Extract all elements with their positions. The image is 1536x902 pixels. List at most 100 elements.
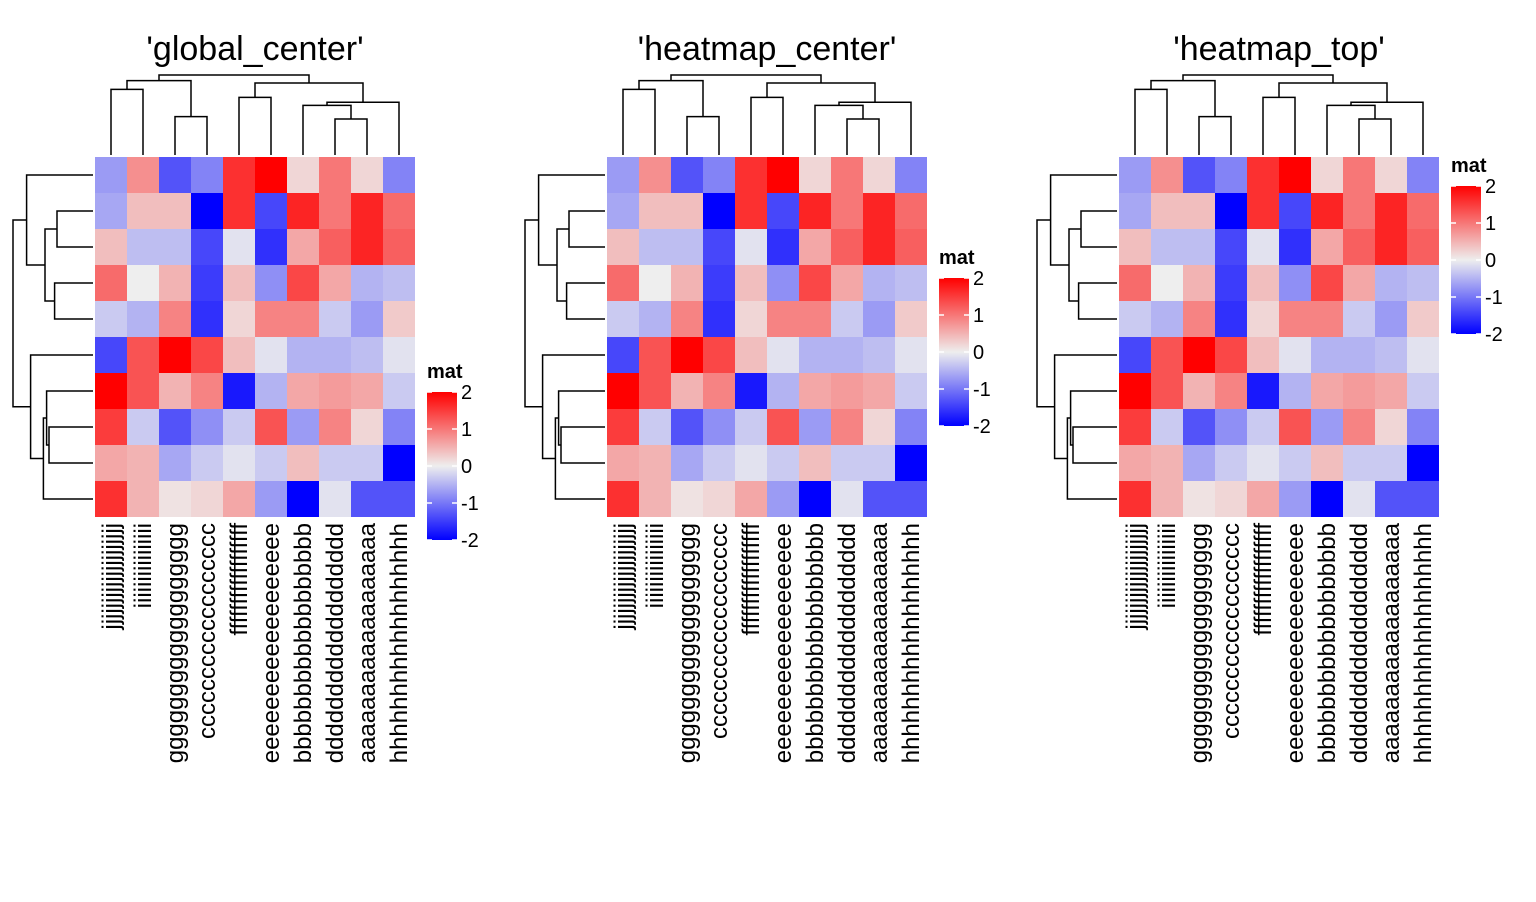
heatmap-cell <box>383 337 415 373</box>
row-dendrogram-branch <box>537 174 605 266</box>
heatmap-cell <box>639 337 671 373</box>
heatmap-cell <box>607 157 639 193</box>
heatmap-cell <box>1215 229 1247 265</box>
heatmap-cell <box>831 229 863 265</box>
heatmap-cell <box>1151 265 1183 301</box>
heatmap-cell <box>351 301 383 337</box>
heatmap-panel-3: 'heatmap_top' jjjjjjjjjjjjjjjjjjjj iiiiiii… <box>1036 30 1503 763</box>
heatmap-cell <box>319 193 351 229</box>
heatmap-cell <box>1375 481 1407 517</box>
heatmap-cell <box>287 193 319 229</box>
column-labels: jjjjjjjjjjjjjjjjjjjj iiiiiiiiiiiiiiii gggg… <box>1122 522 1437 763</box>
heatmap-cell <box>191 157 223 193</box>
column-dendrogram <box>1134 74 1424 155</box>
heatmap-cell <box>287 337 319 373</box>
heatmap-cell <box>799 409 831 445</box>
heatmap-cell <box>1407 157 1439 193</box>
row-dendrogram-branch <box>56 210 93 248</box>
heatmap-cell <box>223 157 255 193</box>
heatmap-cell <box>159 373 191 409</box>
heatmap-cell <box>319 481 351 517</box>
heatmap-cell <box>1215 409 1247 445</box>
heatmap-cell <box>287 481 319 517</box>
heatmap-cell <box>95 337 127 373</box>
legend-tick-label: 0 <box>461 456 472 478</box>
heatmap-cell <box>703 337 735 373</box>
heatmap-cell <box>1215 373 1247 409</box>
row-dendrogram-branch <box>1080 210 1117 248</box>
heatmap-cell <box>383 481 415 517</box>
heatmap-cell <box>1247 409 1279 445</box>
heatmap-cell <box>1311 265 1343 301</box>
heatmap-cell <box>223 409 255 445</box>
heatmap-cell <box>383 373 415 409</box>
heatmap-cell <box>1183 301 1215 337</box>
legend-tick-label: 1 <box>973 305 984 327</box>
heatmap-cell <box>1183 409 1215 445</box>
heatmap-cell <box>383 445 415 481</box>
row-dendrogram <box>1036 174 1117 500</box>
heatmap-cell <box>1183 445 1215 481</box>
heatmap-cell <box>863 157 895 193</box>
heatmap-cell <box>191 301 223 337</box>
heatmap-cell <box>1407 301 1439 337</box>
heatmap-cell <box>799 229 831 265</box>
heatmap-cell <box>767 157 799 193</box>
heatmap-cell <box>1279 373 1311 409</box>
heatmap-cell <box>895 337 927 373</box>
heatmap-cell <box>799 193 831 229</box>
heatmap-cell <box>255 373 287 409</box>
column-label: iiiiiiiiiiiiiiii <box>130 523 157 608</box>
heatmap-cell <box>1407 337 1439 373</box>
heatmap-cell <box>639 409 671 445</box>
column-dendrogram-branch <box>1350 101 1424 155</box>
legend-tick-label: 0 <box>1485 250 1496 272</box>
heatmap-cell <box>799 337 831 373</box>
heatmap-cell <box>1375 337 1407 373</box>
heatmap-cell <box>159 193 191 229</box>
heatmap-cell <box>1343 229 1375 265</box>
heatmap-cell <box>895 301 927 337</box>
heatmap-cell <box>351 445 383 481</box>
heatmap-cell <box>735 229 767 265</box>
column-label: cccccccccccccccccc <box>706 523 733 739</box>
heatmap-cell <box>831 157 863 193</box>
heatmap-cell <box>1279 157 1311 193</box>
heatmap-cell <box>159 265 191 301</box>
heatmap-cell <box>223 445 255 481</box>
column-label: hhhhhhhhhhhhhhhhhh <box>898 523 925 763</box>
heatmap-cell <box>1375 193 1407 229</box>
heatmap-cell <box>1311 157 1343 193</box>
heatmap-cell <box>1279 337 1311 373</box>
heatmap-cell <box>671 301 703 337</box>
heatmap-cell <box>319 229 351 265</box>
heatmap-cell <box>671 409 703 445</box>
heatmap-cell <box>255 445 287 481</box>
heatmap-panel-2: 'heatmap_center' jjjjjjjjjjjjjjjjjjjj iiii… <box>524 30 991 763</box>
heatmap-cell <box>1247 301 1279 337</box>
heatmap-cell <box>287 229 319 265</box>
heatmap-cell <box>191 193 223 229</box>
heatmap-cell <box>1343 337 1375 373</box>
heatmap-cell <box>607 337 639 373</box>
row-dendrogram-branch <box>560 426 605 464</box>
panel-title: 'global_center' <box>146 30 363 68</box>
heatmap-cell <box>735 373 767 409</box>
heatmap-cell <box>1215 301 1247 337</box>
column-dendrogram-branch <box>302 104 352 155</box>
column-label: gggggggggggggggggg <box>1186 523 1213 763</box>
heatmap-cell <box>287 373 319 409</box>
column-label: bbbbbbbbbbbbbbbbbb <box>802 523 829 763</box>
heatmap-cell <box>159 445 191 481</box>
heatmap-cell <box>799 481 831 517</box>
heatmap-body <box>607 157 927 517</box>
heatmap-cell <box>1183 265 1215 301</box>
heatmap-cell <box>831 301 863 337</box>
heatmap-cell <box>159 337 191 373</box>
heatmap-cell <box>255 337 287 373</box>
row-dendrogram-branch <box>568 210 605 248</box>
heatmap-cell <box>127 445 159 481</box>
column-label: iiiiiiiiiiiiiiii <box>642 523 669 608</box>
